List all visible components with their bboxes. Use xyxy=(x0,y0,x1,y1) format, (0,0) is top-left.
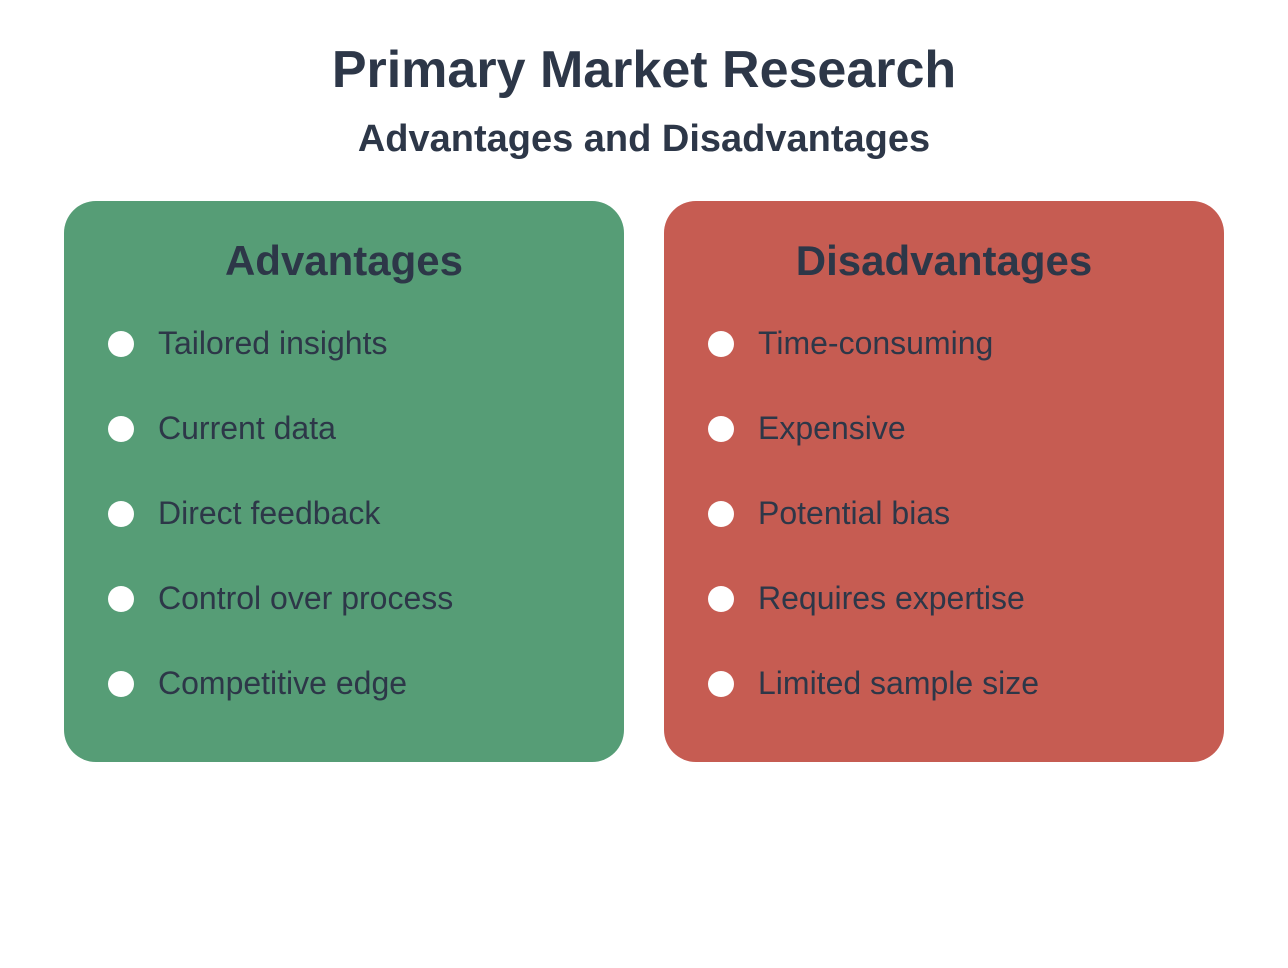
list-item: Expensive xyxy=(708,410,1180,447)
item-text: Current data xyxy=(158,410,336,447)
page-subtitle: Advantages and Disadvantages xyxy=(60,118,1228,161)
list-item: Control over process xyxy=(108,580,580,617)
item-text: Time-consuming xyxy=(758,325,993,362)
item-text: Requires expertise xyxy=(758,580,1025,617)
item-text: Tailored insights xyxy=(158,325,387,362)
item-text: Potential bias xyxy=(758,495,950,532)
bullet-icon xyxy=(108,671,134,697)
list-item: Limited sample size xyxy=(708,665,1180,702)
bullet-icon xyxy=(708,501,734,527)
disadvantages-list: Time-consuming Expensive Potential bias … xyxy=(708,325,1180,702)
item-text: Expensive xyxy=(758,410,906,447)
page-title: Primary Market Research xyxy=(60,40,1228,100)
item-text: Competitive edge xyxy=(158,665,407,702)
cards-container: Advantages Tailored insights Current dat… xyxy=(60,201,1228,762)
list-item: Current data xyxy=(108,410,580,447)
item-text: Control over process xyxy=(158,580,453,617)
bullet-icon xyxy=(108,501,134,527)
item-text: Limited sample size xyxy=(758,665,1039,702)
bullet-icon xyxy=(708,671,734,697)
bullet-icon xyxy=(708,331,734,357)
advantages-title: Advantages xyxy=(108,237,580,285)
bullet-icon xyxy=(708,586,734,612)
item-text: Direct feedback xyxy=(158,495,380,532)
disadvantages-card: Disadvantages Time-consuming Expensive P… xyxy=(664,201,1224,762)
bullet-icon xyxy=(708,416,734,442)
list-item: Potential bias xyxy=(708,495,1180,532)
bullet-icon xyxy=(108,586,134,612)
list-item: Competitive edge xyxy=(108,665,580,702)
list-item: Tailored insights xyxy=(108,325,580,362)
list-item: Requires expertise xyxy=(708,580,1180,617)
bullet-icon xyxy=(108,331,134,357)
list-item: Time-consuming xyxy=(708,325,1180,362)
advantages-list: Tailored insights Current data Direct fe… xyxy=(108,325,580,702)
disadvantages-title: Disadvantages xyxy=(708,237,1180,285)
advantages-card: Advantages Tailored insights Current dat… xyxy=(64,201,624,762)
bullet-icon xyxy=(108,416,134,442)
header: Primary Market Research Advantages and D… xyxy=(60,40,1228,161)
list-item: Direct feedback xyxy=(108,495,580,532)
